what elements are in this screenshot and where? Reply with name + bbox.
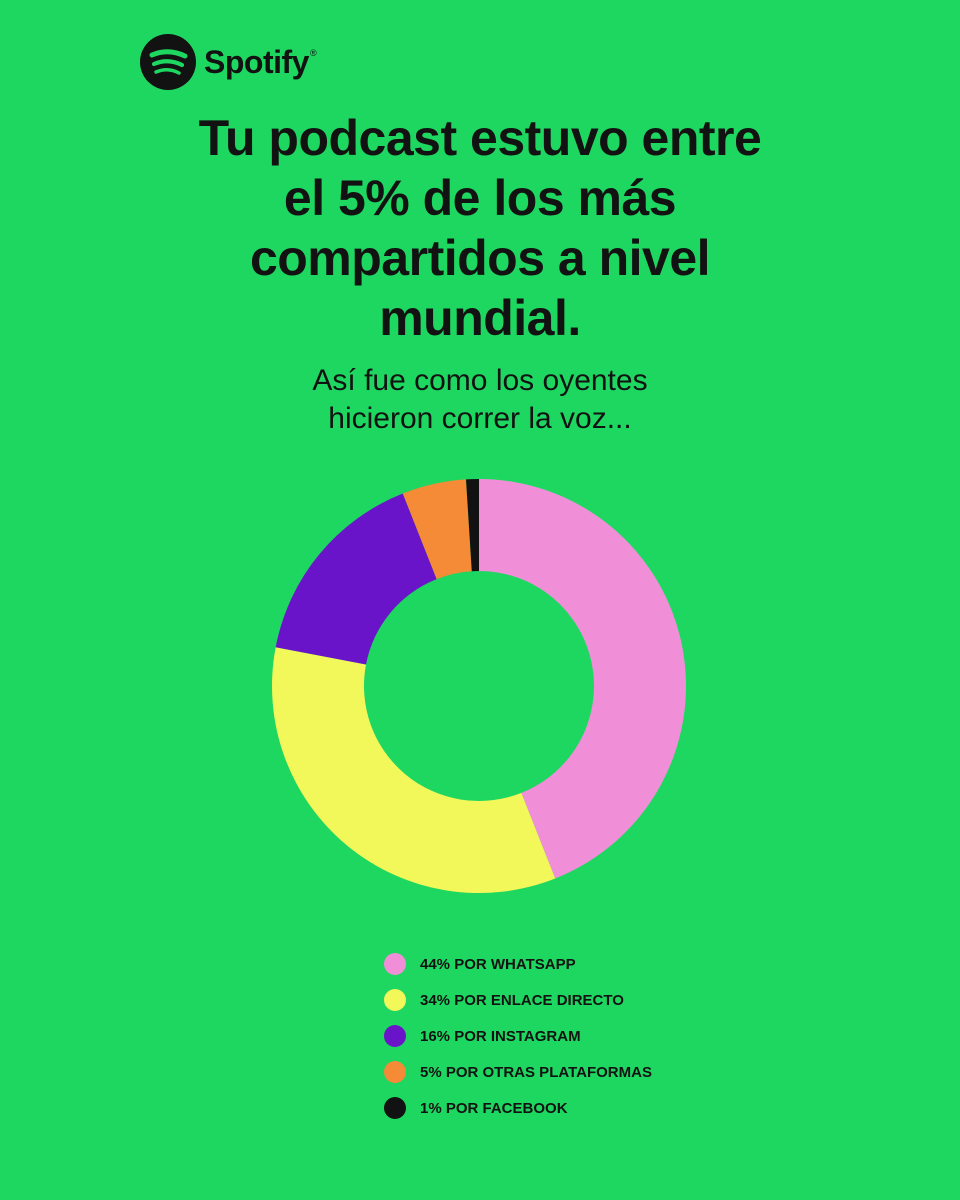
legend-item: 16% POR INSTAGRAM bbox=[384, 1018, 784, 1054]
chart-legend: 44% POR WHATSAPP 34% POR ENLACE DIRECTO 16… bbox=[384, 946, 784, 1126]
legend-swatch bbox=[384, 989, 406, 1011]
legend-swatch bbox=[384, 953, 406, 975]
donut-slice-0 bbox=[479, 479, 686, 879]
legend-swatch bbox=[384, 1061, 406, 1083]
legend-item: 34% POR ENLACE DIRECTO bbox=[384, 982, 784, 1018]
headline: Tu podcast estuvo entre el 5% de los más… bbox=[120, 108, 840, 348]
legend-label: 16% POR INSTAGRAM bbox=[420, 1027, 581, 1045]
subheadline-line: Así fue como los oyentes bbox=[312, 364, 648, 397]
legend-label: 1% POR FACEBOOK bbox=[420, 1099, 568, 1117]
donut-slice-3 bbox=[402, 479, 472, 580]
legend-swatch bbox=[384, 1097, 406, 1119]
subheadline-line: hicieron correr la voz... bbox=[328, 402, 632, 435]
spotify-logo-icon bbox=[140, 34, 196, 90]
legend-label: 5% POR OTRAS PLATAFORMAS bbox=[420, 1063, 652, 1081]
headline-line: mundial. bbox=[379, 290, 581, 346]
spotify-logo: Spotify ® bbox=[140, 34, 317, 90]
headline-line: el 5% de los más bbox=[283, 170, 677, 226]
subheadline: Así fue como los oyentes hicieron correr… bbox=[180, 362, 780, 438]
brand-name: Spotify bbox=[204, 43, 309, 80]
legend-swatch bbox=[384, 1025, 406, 1047]
donut-slice-4 bbox=[466, 479, 479, 572]
legend-item: 44% POR WHATSAPP bbox=[384, 946, 784, 982]
donut-slice-2 bbox=[275, 493, 437, 665]
legend-label: 34% POR ENLACE DIRECTO bbox=[420, 991, 624, 1009]
headline-line: compartidos a nivel bbox=[249, 230, 711, 286]
donut-slice-1 bbox=[271, 647, 556, 894]
legend-label: 44% POR WHATSAPP bbox=[420, 955, 576, 973]
legend-item: 1% POR FACEBOOK bbox=[384, 1090, 784, 1126]
trademark-mark: ® bbox=[309, 48, 317, 58]
legend-item: 5% POR OTRAS PLATAFORMAS bbox=[384, 1054, 784, 1090]
headline-line: Tu podcast estuvo entre bbox=[198, 110, 762, 166]
